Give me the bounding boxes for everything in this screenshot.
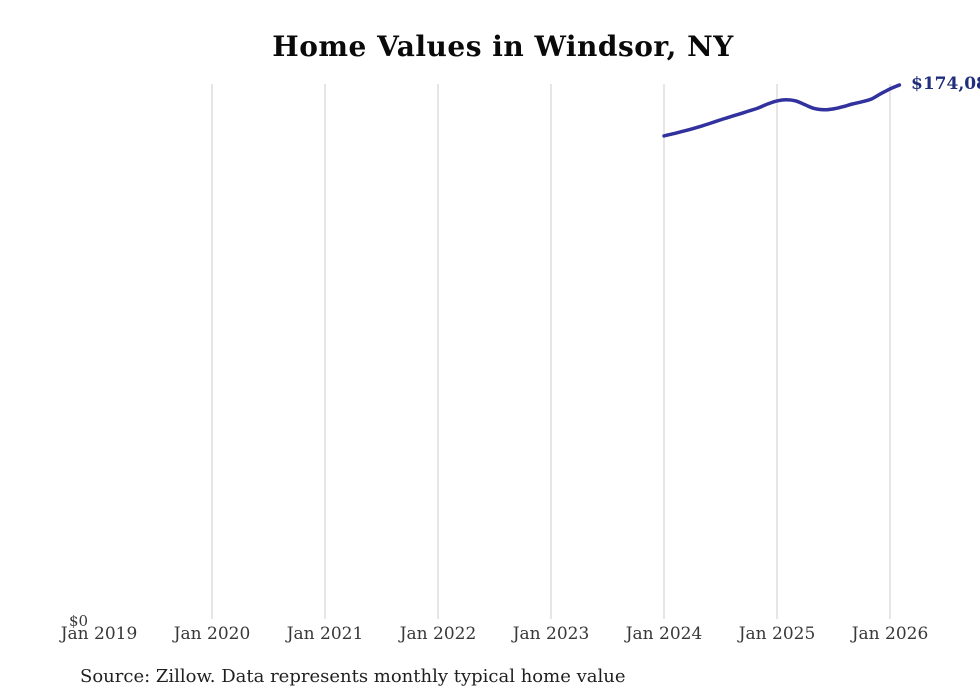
chart-title: Home Values in Windsor, NY — [272, 30, 734, 63]
x-axis-label-jan-2022: Jan 2022 — [399, 624, 477, 644]
line-end-value-label: $174,08 — [911, 74, 980, 94]
y-axis-zero-label: $0 — [69, 612, 89, 630]
source-note: Source: Zillow. Data represents monthly … — [80, 666, 626, 687]
x-axis-label-jan-2024: Jan 2024 — [625, 624, 703, 644]
x-axis-label-jan-2023: Jan 2023 — [512, 624, 590, 644]
x-axis-label-jan-2021: Jan 2021 — [286, 624, 364, 644]
x-axis-label-jan-2020: Jan 2020 — [173, 624, 251, 644]
home-value-line — [662, 83, 902, 138]
x-axis-label-jan-2026: Jan 2026 — [851, 624, 929, 644]
x-axis-label-jan-2019: Jan 2019 — [60, 624, 138, 644]
x-axis-label-jan-2025: Jan 2025 — [738, 624, 816, 644]
